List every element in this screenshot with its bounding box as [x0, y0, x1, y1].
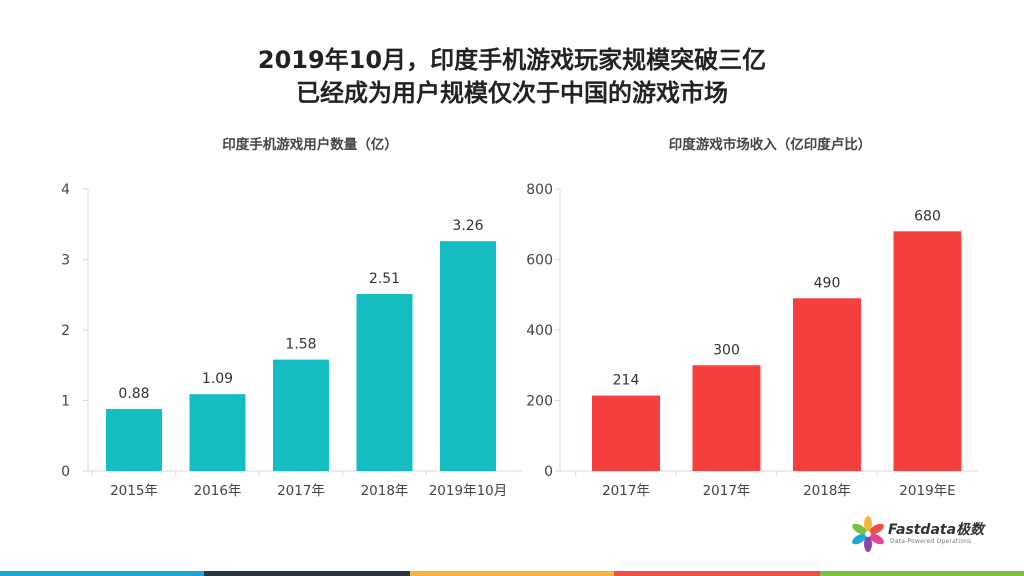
left-bar [106, 408, 162, 471]
left-y-tick-label: 4 [61, 182, 70, 198]
headline-line-2: 已经成为用户规模仅次于中国的游戏市场 [296, 79, 728, 107]
right-x-tick-label: 2018年 [803, 483, 851, 499]
flower-logo-icon [852, 516, 884, 552]
left-y-tick-label: 1 [61, 394, 70, 410]
left-x-tick-label: 2019年10月 [429, 483, 508, 499]
right-x-tick-label: 2017年 [602, 483, 650, 499]
bottom-strip-segment [204, 571, 410, 576]
logo-tagline: Data-Powered Operations [890, 538, 972, 545]
right-bar [793, 298, 861, 471]
left-x-tick-label: 2016年 [194, 483, 242, 499]
left-bar-value-label: 3.26 [452, 218, 483, 234]
left-bar [273, 359, 329, 471]
right-y-tick-label: 200 [526, 394, 553, 410]
left-chart-title: 印度手机游戏用户数量（亿） [222, 137, 398, 153]
headline-line-1: 2019年10月，印度手机游戏玩家规模突破三亿 [257, 46, 767, 74]
right-bar-value-label: 490 [814, 275, 841, 291]
right-y-tick-label: 600 [526, 253, 553, 269]
left-x-tick-label: 2017年 [277, 483, 325, 499]
bottom-strip-segment [820, 571, 1024, 576]
left-bar-value-label: 1.58 [285, 337, 316, 353]
left-bar [440, 241, 496, 471]
left-bar-value-label: 1.09 [202, 371, 233, 387]
right-bar [592, 395, 660, 471]
left-x-tick-label: 2018年 [361, 483, 409, 499]
right-bar-value-label: 214 [613, 373, 640, 389]
bottom-color-strip [0, 571, 1024, 576]
left-y-tick-label: 3 [61, 253, 70, 269]
fastdata-logo: Fastdata极数 Data-Powered Operations [850, 514, 1000, 554]
bottom-strip-segment [0, 571, 204, 576]
left-y-tick-label: 2 [61, 323, 70, 339]
right-bar-value-label: 680 [914, 208, 941, 224]
logo-name: Fastdata极数 [888, 522, 985, 538]
right-y-tick-label: 400 [526, 323, 553, 339]
right-x-tick-label: 2017年 [703, 483, 751, 499]
right-y-tick-label: 0 [544, 464, 553, 480]
left-y-tick-label: 0 [61, 464, 70, 480]
right-x-tick-label: 2019年E [899, 483, 955, 499]
right-bar-value-label: 300 [713, 342, 740, 358]
left-bar [356, 294, 413, 471]
headline: 2019年10月，印度手机游戏玩家规模突破三亿 已经成为用户规模仅次于中国的游戏… [0, 44, 1024, 110]
left-bar-value-label: 2.51 [369, 271, 400, 287]
bottom-strip-segment [614, 571, 820, 576]
left-bar [189, 394, 246, 471]
right-bar [893, 231, 962, 471]
left-bar-value-label: 0.88 [118, 386, 149, 402]
right-bar [692, 365, 761, 471]
right-y-tick-label: 800 [526, 182, 553, 198]
left-x-tick-label: 2015年 [110, 483, 158, 499]
bottom-strip-segment [410, 571, 614, 576]
right-chart-title: 印度游戏市场收入（亿印度卢比） [668, 137, 872, 153]
